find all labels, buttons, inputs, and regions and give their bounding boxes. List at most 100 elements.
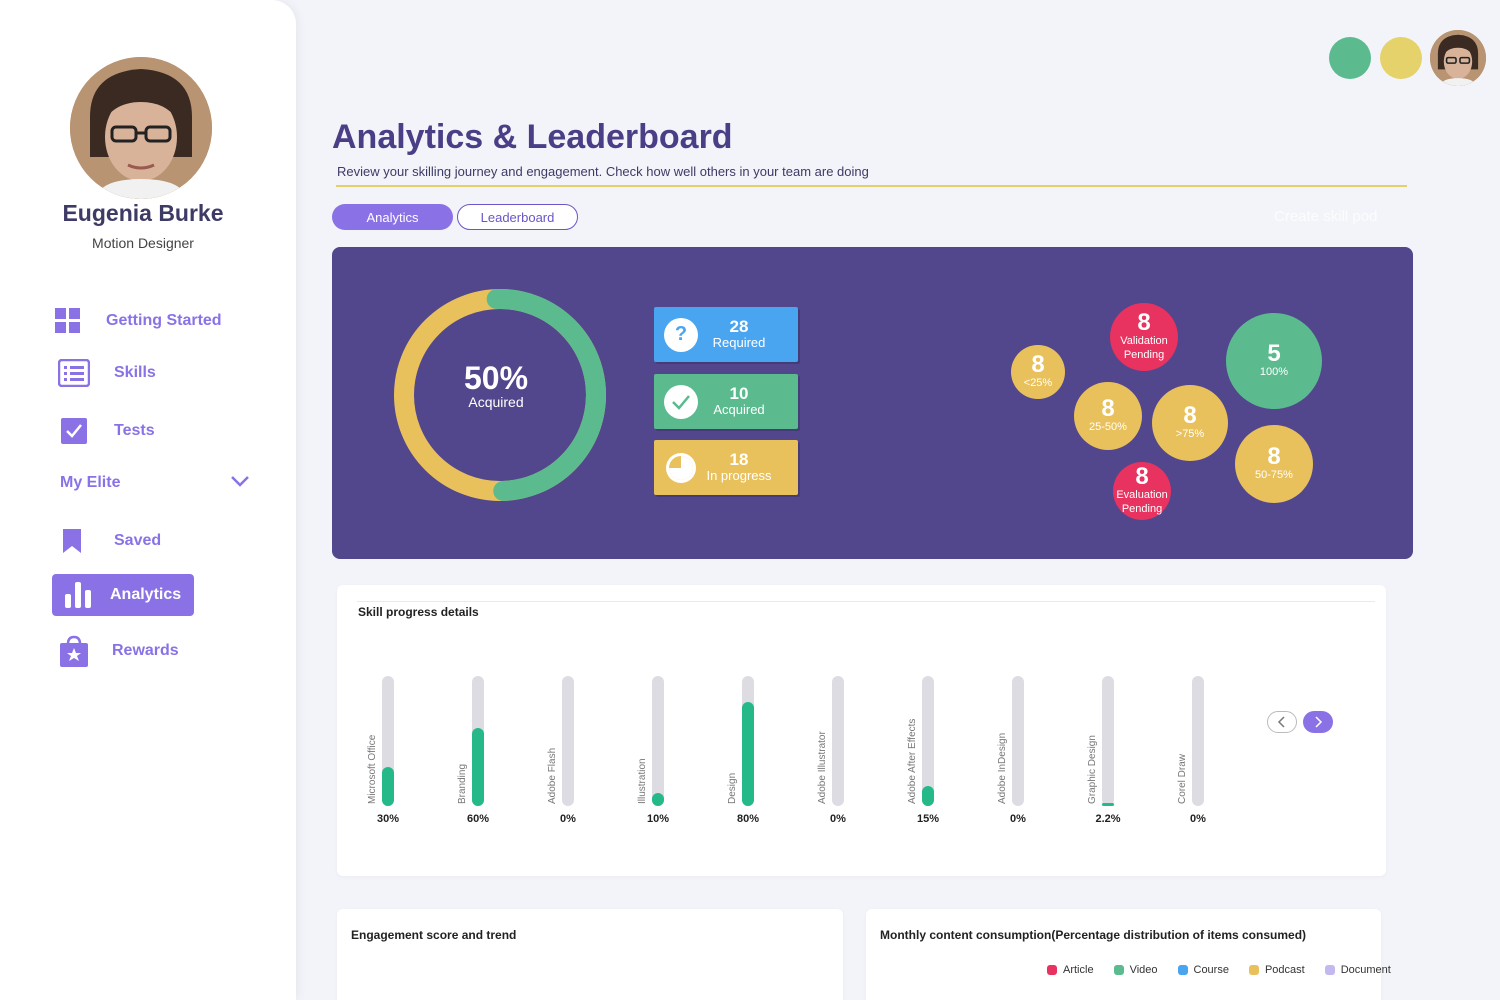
skill-name: Adobe Illustrator bbox=[817, 731, 828, 804]
skill-track bbox=[562, 676, 574, 806]
skill-name: Adobe After Effects bbox=[907, 718, 918, 804]
engagement-title: Engagement score and trend bbox=[351, 928, 517, 942]
sidebar-item-tests[interactable]: Tests bbox=[52, 410, 155, 452]
chevron-left-icon[interactable] bbox=[1267, 711, 1297, 733]
sidebar-item-label: Saved bbox=[114, 532, 162, 549]
donut-percent: 50% bbox=[463, 360, 529, 396]
donut-acquired-arc bbox=[394, 289, 606, 501]
stat-required[interactable]: ? 28 Required bbox=[654, 307, 798, 362]
bubble-value: 5 bbox=[1267, 340, 1281, 368]
sidebar-item-label: Rewards bbox=[112, 642, 179, 659]
acquired-donut bbox=[394, 289, 606, 501]
stat-in-progress[interactable]: 18 In progress bbox=[654, 440, 798, 495]
skill-bar bbox=[472, 728, 484, 806]
sidebar: Eugenia Burke Motion Designer Getting St… bbox=[0, 0, 296, 1000]
legend-swatch bbox=[1324, 965, 1335, 975]
bubble-100[interactable]: 5 100% bbox=[1226, 313, 1322, 409]
skill-track bbox=[922, 676, 934, 806]
title-divider bbox=[336, 185, 1407, 187]
skill-name: Adobe InDesign bbox=[997, 732, 1008, 804]
skill-percent: 80% bbox=[736, 813, 760, 825]
stat-value: 18 bbox=[729, 450, 749, 470]
donut-center: 50% Acquired bbox=[432, 362, 560, 410]
skill-name: Corel Draw bbox=[1177, 753, 1188, 804]
legend-article[interactable]: Article bbox=[1047, 964, 1094, 976]
stat-label: In progress bbox=[706, 468, 772, 484]
skill-name: Illustration bbox=[637, 758, 648, 804]
stat-label: Required bbox=[712, 335, 766, 351]
bubble-value: 8 bbox=[1183, 402, 1197, 430]
bubble-evaluation-pending[interactable]: 8 Evaluation Pending bbox=[1113, 462, 1171, 520]
bookmark-icon bbox=[56, 525, 88, 557]
bubble-value: 8 bbox=[1031, 351, 1045, 379]
sidebar-section-my-elite[interactable]: My Elite bbox=[60, 474, 250, 492]
bubble-25-50[interactable]: 8 25-50% bbox=[1074, 382, 1142, 450]
pie-icon bbox=[664, 451, 698, 485]
bubble-50-75[interactable]: 8 50-75% bbox=[1235, 425, 1313, 503]
skill-track bbox=[382, 676, 394, 806]
legend-label: Video bbox=[1129, 964, 1158, 976]
skill-track bbox=[832, 676, 844, 806]
skill-progress-title: Skill progress details bbox=[358, 605, 479, 619]
legend-video[interactable]: Video bbox=[1113, 964, 1158, 976]
bubble-below-25[interactable]: 8 <25% bbox=[1011, 345, 1065, 399]
user-role: Motion Designer bbox=[92, 235, 194, 251]
legend-swatch bbox=[1248, 965, 1259, 975]
skill-percent: 30% bbox=[376, 813, 400, 825]
page-title: Analytics & Leaderboard bbox=[332, 118, 733, 156]
sidebar-item-saved[interactable]: Saved bbox=[52, 520, 161, 562]
skill-track bbox=[652, 676, 664, 806]
legend-label: Article bbox=[1063, 964, 1094, 976]
create-skill-pod-button[interactable]: Create skill pod bbox=[1274, 208, 1378, 225]
bubble-label: Validation Pending bbox=[1120, 335, 1168, 361]
skill-progress-card bbox=[337, 585, 1386, 876]
skill-percent: 0% bbox=[1190, 813, 1206, 825]
grid-icon bbox=[52, 305, 84, 337]
bubble-value: 8 bbox=[1101, 395, 1115, 423]
engagement-card bbox=[337, 909, 843, 1000]
sidebar-section-label: My Elite bbox=[60, 474, 121, 491]
skill-track bbox=[1012, 676, 1024, 806]
sidebar-item-label: Getting Started bbox=[106, 312, 222, 329]
skill-percent: 10% bbox=[646, 813, 670, 825]
sidebar-item-getting-started[interactable]: Getting Started bbox=[52, 300, 222, 342]
bubble-label: 100% bbox=[1259, 366, 1289, 379]
avatar[interactable] bbox=[70, 57, 212, 199]
sidebar-item-label: Analytics bbox=[110, 586, 182, 603]
bubble-validation-pending[interactable]: 8 Validation Pending bbox=[1110, 303, 1178, 371]
legend-label: Course bbox=[1193, 964, 1229, 976]
status-dot-green[interactable] bbox=[1329, 37, 1371, 79]
skill-name: Branding bbox=[457, 763, 468, 804]
page-subtitle: Review your skilling journey and engagem… bbox=[337, 164, 869, 179]
status-dot-yellow[interactable] bbox=[1380, 37, 1422, 79]
header-avatar[interactable] bbox=[1430, 30, 1486, 86]
sidebar-item-analytics[interactable]: Analytics bbox=[52, 574, 194, 616]
list-icon bbox=[58, 357, 90, 389]
legend-podcast[interactable]: Podcast bbox=[1248, 964, 1305, 976]
sidebar-item-skills[interactable]: Skills bbox=[52, 352, 156, 394]
bubble-above-75[interactable]: 8 >75% bbox=[1152, 385, 1228, 461]
skill-name: Adobe Flash bbox=[547, 747, 558, 804]
bubble-value: 8 bbox=[1137, 309, 1151, 337]
user-name: Eugenia Burke bbox=[62, 200, 224, 226]
skill-bar bbox=[652, 793, 664, 806]
legend-document[interactable]: Document bbox=[1324, 964, 1391, 976]
skill-percent: 2.2% bbox=[1095, 813, 1121, 825]
legend-label: Document bbox=[1340, 964, 1391, 976]
skill-bar bbox=[1102, 803, 1114, 806]
chevron-right-icon[interactable] bbox=[1303, 711, 1333, 733]
card-divider bbox=[357, 601, 1375, 602]
tab-leaderboard[interactable]: Leaderboard bbox=[457, 204, 578, 230]
skill-percent: 0% bbox=[1010, 813, 1026, 825]
legend-course[interactable]: Course bbox=[1177, 964, 1229, 976]
stat-acquired[interactable]: 10 Acquired bbox=[654, 374, 798, 429]
skill-name: Microsoft Office bbox=[367, 734, 378, 804]
skill-name: Graphic Design bbox=[1087, 735, 1098, 804]
sidebar-item-rewards[interactable]: Rewards bbox=[52, 630, 179, 672]
chevron-down-icon[interactable] bbox=[230, 474, 250, 492]
bubble-label: 50-75% bbox=[1255, 469, 1293, 482]
tab-analytics[interactable]: Analytics bbox=[332, 204, 453, 230]
question-icon: ? bbox=[664, 317, 698, 352]
skill-percent: 0% bbox=[560, 813, 576, 825]
skill-bar bbox=[742, 702, 754, 806]
